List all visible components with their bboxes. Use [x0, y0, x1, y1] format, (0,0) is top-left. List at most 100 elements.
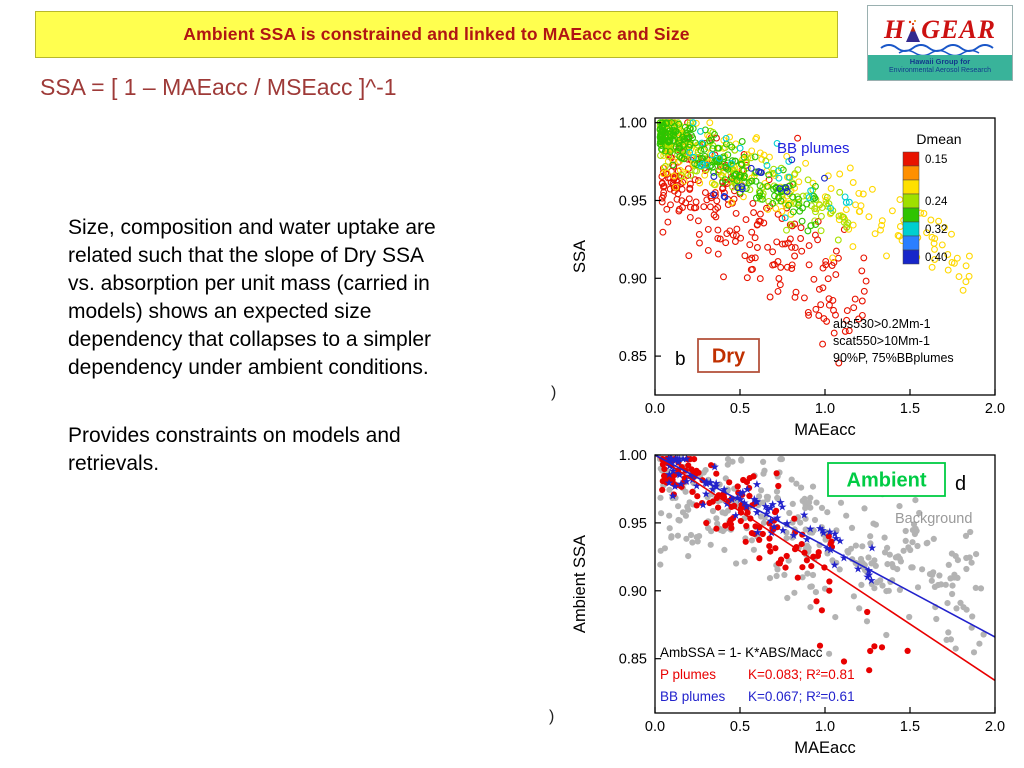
legend-tick-label: 0.24 [925, 196, 948, 208]
svg-text:★: ★ [678, 454, 688, 466]
panel-label: b [675, 349, 686, 370]
logo-wordmark: H GEAR [884, 9, 996, 43]
x-tick-label: 0.0 [645, 719, 665, 735]
body-line: dependency under ambient conditions. [68, 356, 429, 379]
series-bb-plumes-stars: ★★★★★★★★★★★★★★★★★★★★★★★★★★★★★★★★★★★★★★★★… [664, 454, 877, 587]
svg-text:★: ★ [819, 527, 829, 539]
body-line: Provides constraints on models and [68, 424, 401, 447]
svg-text:★: ★ [681, 454, 691, 466]
legend-color-cell [902, 207, 920, 223]
svg-text:★: ★ [670, 481, 680, 493]
slide-title: Ambient SSA is constrained and linked to… [183, 24, 690, 44]
higear-logo: H GEAR Hawaii Group for Environmental Ae… [867, 5, 1013, 81]
svg-text:★: ★ [668, 465, 678, 477]
annotation: 90%P, 75%BBplumes [833, 351, 954, 365]
svg-text:★: ★ [778, 525, 788, 537]
logo-letter-h: H [883, 15, 906, 44]
svg-text:★: ★ [701, 489, 711, 501]
svg-text:★: ★ [766, 503, 776, 515]
body-line: Size, composition and water uptake are [68, 216, 436, 239]
series-p-plumes-outliers [816, 607, 911, 674]
annotation: abs530>0.2Mm-1 [833, 317, 931, 331]
svg-text:★: ★ [673, 457, 683, 469]
svg-text:★: ★ [799, 509, 809, 521]
stray-parenthesis-top: ) [551, 384, 557, 401]
svg-text:★: ★ [731, 510, 741, 522]
svg-text:★: ★ [822, 543, 832, 555]
legend-color-cell [902, 165, 920, 181]
svg-text:★: ★ [863, 571, 873, 583]
x-tick-label: 2.0 [985, 401, 1005, 417]
wave-icon [880, 44, 994, 55]
legend-color-cell [902, 221, 920, 237]
x-tick-label: 1.5 [900, 401, 920, 417]
svg-text:★: ★ [674, 468, 684, 480]
annotation: AmbSSA = 1- K*ABS/Macc [660, 645, 823, 660]
logo-subtitle-band: Hawaii Group for Environmental Aerosol R… [868, 55, 1012, 80]
svg-text:★: ★ [664, 469, 674, 481]
condition-box [827, 462, 946, 497]
svg-text:★: ★ [667, 454, 677, 466]
x-axis-label: MAEacc [794, 421, 855, 435]
legend-tick-label: 0.32 [925, 224, 947, 236]
dry-ssa-vs-maeacc-chart: 0.0 0.5 1.0 1.5 2.0 0.85 0.90 0.95 1.00 MAEacc SSA… [565, 100, 1020, 435]
svg-text:★: ★ [839, 553, 849, 565]
y-tick-label: 0.90 [619, 271, 647, 287]
svg-text:★: ★ [666, 454, 676, 466]
annotation: scat550>10Mm-1 [833, 334, 930, 348]
title-banner: Ambient SSA is constrained and linked to… [35, 11, 838, 58]
svg-text:★: ★ [752, 507, 762, 519]
body-line: models) shows an expected size [68, 300, 372, 323]
svg-text:★: ★ [782, 518, 792, 530]
svg-text:★: ★ [768, 499, 778, 511]
y-tick-label: 0.95 [619, 516, 647, 532]
series-p-plumes-red [659, 456, 835, 605]
body-paragraph-2: Provides constraints on models and retri… [68, 422, 588, 478]
svg-text:★: ★ [753, 527, 763, 539]
legend-color-cell [902, 235, 920, 251]
y-tick-label: 1.00 [619, 116, 647, 132]
svg-text:★: ★ [682, 476, 692, 488]
svg-text:★: ★ [665, 461, 675, 473]
x-tick-label: 1.0 [815, 719, 835, 735]
svg-text:★: ★ [702, 479, 712, 491]
svg-text:★: ★ [867, 543, 877, 555]
svg-text:★: ★ [692, 481, 702, 493]
logo-letters-gear: GEAR [921, 15, 997, 44]
x-tick-label: 1.0 [815, 401, 835, 417]
annotation: P plumes K=0.083; R²=0.81 [660, 667, 855, 682]
body-line: retrievals. [68, 452, 160, 475]
body-line: related such that the slope of Dry SSA [68, 244, 425, 267]
svg-text:★: ★ [708, 484, 718, 496]
legend-color-cell [902, 193, 920, 209]
svg-text:★: ★ [772, 513, 782, 525]
legend-color-cell [902, 151, 920, 167]
legend-tick-label: 0.15 [925, 154, 947, 166]
x-tick-label: 1.5 [900, 719, 920, 735]
ssa-formula: SSA = [ 1 – MAEacc / MSEacc ]^-1 [40, 74, 397, 100]
x-tick-label: 0.5 [730, 401, 750, 417]
y-tick-label: 0.85 [619, 652, 647, 668]
legend-color-cell [902, 249, 920, 265]
x-tick-label: 2.0 [985, 719, 1005, 735]
stray-parenthesis-bottom: ) [549, 708, 555, 725]
svg-text:★: ★ [802, 534, 812, 546]
svg-text:★: ★ [751, 496, 761, 508]
svg-text:★: ★ [805, 524, 815, 536]
svg-text:★: ★ [749, 494, 759, 506]
svg-text:★: ★ [866, 575, 876, 587]
svg-text:★: ★ [763, 505, 773, 517]
svg-text:★: ★ [700, 477, 710, 489]
svg-text:★: ★ [831, 533, 841, 545]
svg-text:★: ★ [664, 454, 674, 466]
y-tick-label: 0.95 [619, 194, 647, 210]
svg-text:★: ★ [769, 522, 779, 534]
x-axis-label: MAEacc [794, 739, 855, 757]
x-tick-label: 0.5 [730, 719, 750, 735]
fit-line-bb-plumes [654, 454, 996, 638]
logo-subtitle-2: Environmental Aerosol Research [889, 67, 991, 74]
svg-text:★: ★ [830, 529, 840, 541]
svg-text:★: ★ [830, 559, 840, 571]
svg-text:★: ★ [670, 455, 680, 467]
svg-text:★: ★ [825, 526, 835, 538]
